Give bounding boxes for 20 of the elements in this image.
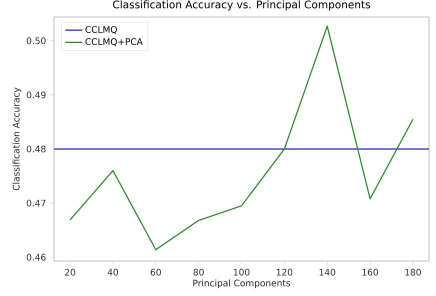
y-tick-label: 0.47	[26, 200, 46, 206]
x-axis-title: Principal Components	[193, 279, 290, 288]
legend-label: CCLMQ	[85, 26, 117, 34]
y-tick-label: 0.46	[26, 254, 46, 261]
x-tick-label: 40	[108, 268, 118, 276]
line-series	[69, 26, 414, 250]
x-tick-label: 120	[276, 268, 292, 276]
x-tick-label: 160	[362, 268, 378, 276]
y-axis-title: Classification Accuracy	[12, 87, 22, 190]
chart-title: Classification Accuracy vs. Principal Components	[113, 0, 370, 10]
x-tick-label: 180	[405, 268, 421, 276]
y-tick-label: 0.48	[26, 146, 46, 152]
x-tick-label: 80	[194, 268, 204, 276]
x-tick-label: 60	[150, 268, 161, 276]
x-tick-label: 140	[320, 268, 336, 276]
y-tick-label: 0.50	[26, 37, 46, 44]
legend-label: CCLMQ+PCA	[85, 38, 143, 46]
y-tick-label: 0.49	[26, 91, 46, 98]
x-tick-label: 100	[234, 268, 250, 276]
x-tick-label: 20	[65, 268, 76, 276]
